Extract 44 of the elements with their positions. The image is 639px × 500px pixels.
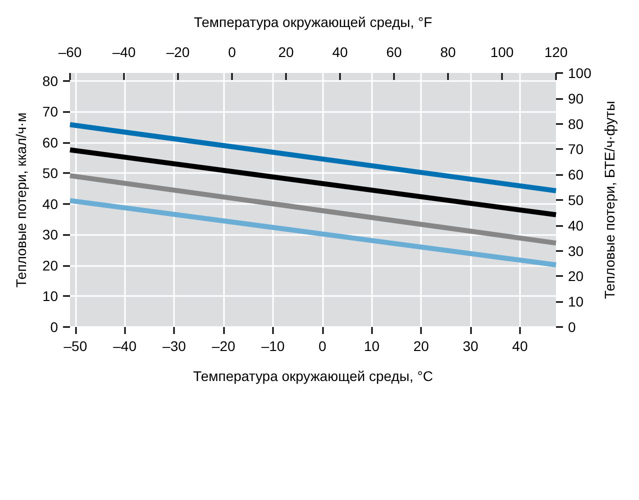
x-tick-label: 20 [413, 338, 430, 354]
y2-tick-label: 50 [568, 192, 584, 208]
x-tick-label: 10 [364, 338, 380, 354]
x2-axis-title: Температура окружающей среды, °F [194, 14, 432, 30]
x-tick-label: –20 [212, 338, 236, 354]
x-tick-label: 30 [462, 338, 479, 354]
y-tick-label: 0 [50, 319, 58, 335]
x2-tick-label: –40 [112, 44, 136, 60]
y2-tick-label: 90 [568, 90, 584, 106]
y-tick-label: 30 [42, 226, 58, 243]
x-tick-label: –30 [162, 338, 186, 354]
x2-tick-label: 60 [386, 44, 402, 60]
y2-tick-label: 0 [568, 319, 576, 335]
y-axis-title: Тепловые потери, ккал/ч·м [13, 112, 29, 288]
y-tick-label: 40 [42, 196, 58, 212]
y2-tick-label: 20 [568, 268, 584, 284]
x2-tick-label: –60 [58, 44, 82, 60]
y-tick-label: 20 [42, 258, 58, 274]
y2-tick-label: 70 [568, 141, 584, 158]
y2-tick-label: 10 [568, 294, 584, 310]
y-tick-label: 80 [42, 72, 58, 89]
y-tick-label: 70 [42, 104, 58, 120]
x2-tick-label: 40 [332, 44, 348, 60]
x-tick-label: –40 [113, 338, 137, 354]
x2-tick-label: –20 [166, 44, 190, 60]
x2-tick-label: 100 [490, 44, 514, 60]
y2-axis-title: Тепловые потери, БТЕ/ч·футы [601, 100, 618, 300]
x2-tick-label: 80 [440, 44, 456, 60]
x2-tick-label: 20 [278, 44, 294, 60]
y-tick-label: 10 [42, 288, 58, 304]
y2-tick-label: 80 [568, 116, 584, 132]
x-tick-label: –10 [261, 338, 285, 354]
x2-tick-label: 0 [228, 44, 236, 60]
y2-tick-label: 100 [568, 65, 592, 81]
y2-tick-label: 30 [568, 242, 584, 259]
y-tick-label: 50 [42, 165, 58, 182]
y2-tick-label: 40 [568, 217, 584, 234]
x-tick-label: 0 [318, 338, 326, 354]
y2-tick-label: 60 [568, 166, 584, 183]
x2-tick-label: 120 [544, 44, 568, 60]
x-axis-title: Температура окружающей среды, °C [193, 368, 433, 384]
x-tick-label: 40 [512, 338, 528, 354]
x-tick-label: –50 [64, 338, 88, 354]
y-tick-label: 60 [42, 134, 58, 150]
